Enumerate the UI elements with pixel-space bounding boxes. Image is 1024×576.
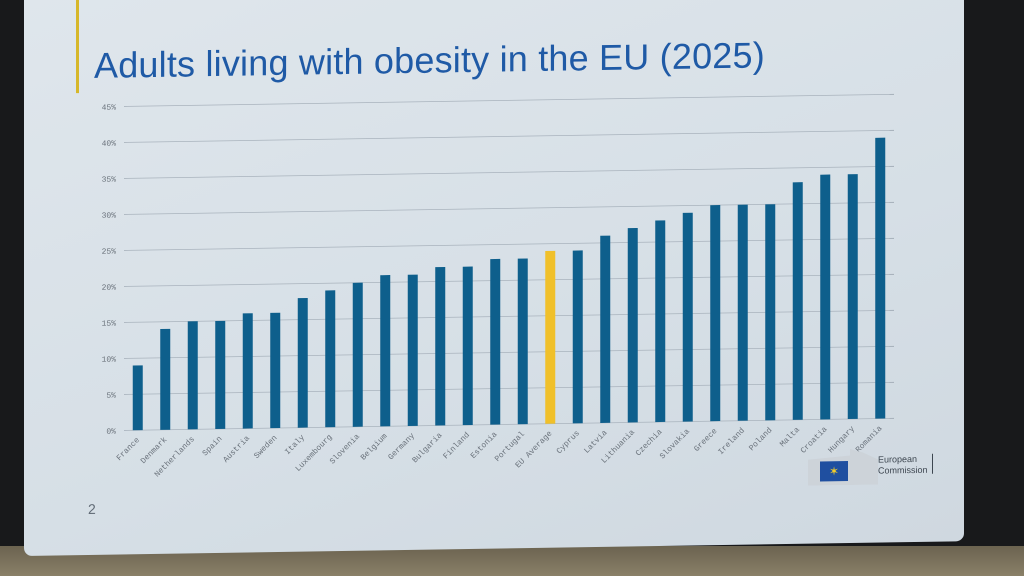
y-tick-label: 30% [102,212,117,221]
bar [435,266,446,426]
bar [215,320,226,429]
bar [627,227,638,423]
y-tick-label: 35% [102,176,117,185]
x-category-label: Greece [693,427,720,454]
bar [655,220,666,423]
bar [242,313,253,429]
gridline [124,165,894,179]
x-category-label: Italy [284,433,307,457]
bar [132,365,143,431]
x-category-label: Belgium [359,432,389,463]
bar [847,174,858,420]
y-tick-label: 40% [102,140,117,149]
bar-chart: 0%5%10%15%20%25%30%35%40%45%FranceDenmar… [102,93,894,479]
y-tick-label: 45% [102,104,117,113]
x-category-label: Sweden [253,434,280,461]
bar [710,205,721,422]
bar [572,250,583,424]
page-number: 2 [88,500,96,517]
gridline [124,309,894,323]
bar [297,297,308,428]
bar [737,204,748,421]
gridline [124,201,894,215]
x-category-label: Bulgaria [411,431,445,465]
logo-line-1: European [878,453,918,465]
x-category-label: Cyprus [555,429,582,456]
bar [820,174,831,420]
gridline [124,273,894,287]
y-tick-label: 25% [102,248,117,257]
y-tick-label: 10% [102,356,117,365]
logo-divider [932,453,933,474]
x-category-label: Slovenia [328,432,362,466]
presentation-slide: Adults living with obesity in the EU (20… [24,0,964,557]
eu-flag-icon: ✶ [820,461,848,482]
y-tick-label: 5% [106,392,116,401]
bar [380,275,391,427]
bar [325,290,336,428]
bar [600,235,611,423]
bar [490,258,501,425]
european-commission-logo: ✶ European Commission [808,444,938,486]
gridline [124,345,894,359]
bar [352,282,363,427]
bar [270,312,281,429]
x-category-label: Latvia [583,429,610,456]
bar [462,266,473,426]
x-category-label: Austria [222,434,252,465]
bar [160,328,171,430]
gridline [124,237,894,251]
bar [792,182,803,420]
x-category-label: Finland [442,431,472,462]
bar [187,321,198,430]
gridline [124,93,894,107]
y-tick-label: 20% [102,284,117,293]
bar [517,258,528,425]
gridline [124,381,894,395]
logo-text: European Commission [878,454,928,477]
gridline [124,129,894,143]
x-category-label: Malta [779,426,802,450]
x-category-label: Slovakia [658,427,692,461]
y-tick-label: 15% [102,320,117,329]
bar [765,204,776,421]
logo-line-2: Commission [878,464,928,476]
x-category-label: Poland [748,426,775,453]
gridline [124,417,894,431]
x-category-label: Spain [201,435,224,459]
x-category-label: France [115,436,142,463]
bar [875,137,886,419]
bar-eu-average [545,250,556,424]
bar [682,212,693,422]
bar [407,274,418,426]
y-tick-label: 0% [106,428,116,437]
x-category-label: Ireland [717,426,747,457]
